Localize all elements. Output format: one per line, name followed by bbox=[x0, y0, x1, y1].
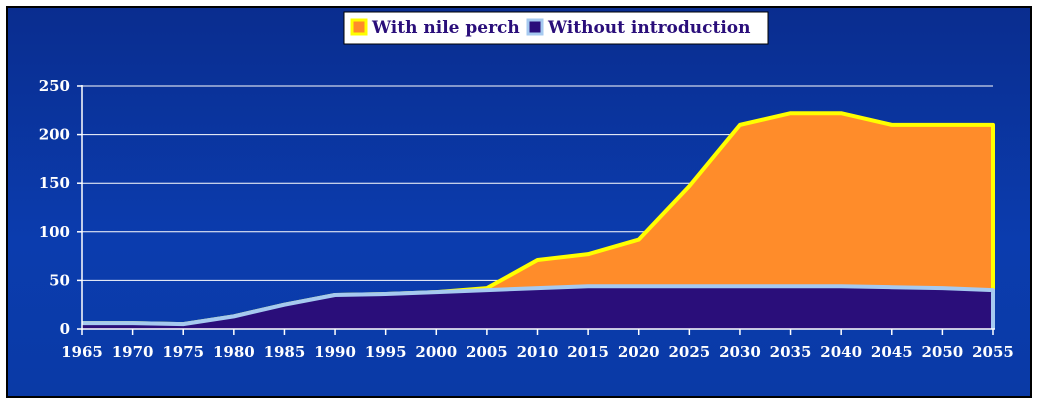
x-tick-label: 2020 bbox=[618, 343, 660, 361]
legend: With nile perch Without introduction bbox=[343, 11, 769, 45]
x-tick-label: 2010 bbox=[517, 343, 559, 361]
x-tick-label: 1975 bbox=[162, 343, 204, 361]
x-tick-label: 2045 bbox=[871, 343, 913, 361]
y-tick-labels: 0 50 100 150 200 250 bbox=[39, 77, 82, 338]
area-with-nile-perch bbox=[82, 113, 993, 329]
x-tick-label: 2025 bbox=[668, 343, 710, 361]
y-tick-label: 250 bbox=[39, 77, 70, 95]
x-tick-label: 2030 bbox=[719, 343, 761, 361]
y-tick-label: 0 bbox=[60, 320, 70, 338]
x-tick-label: 1985 bbox=[264, 343, 306, 361]
edge-without-introduction bbox=[82, 284, 995, 329]
x-tick-label: 1965 bbox=[61, 343, 103, 361]
y-tick-label: 50 bbox=[49, 271, 70, 289]
x-tick-label: 1990 bbox=[314, 343, 356, 361]
x-tick-label: 2040 bbox=[820, 343, 862, 361]
x-tick-label: 2035 bbox=[770, 343, 812, 361]
legend-box bbox=[343, 11, 769, 45]
x-tick-label: 2005 bbox=[466, 343, 508, 361]
area-without-introduction bbox=[82, 286, 993, 329]
x-tick-label: 2050 bbox=[922, 343, 964, 361]
y-tick-label: 200 bbox=[39, 126, 70, 144]
x-tick-labels: 1965 1970 1975 1980 1985 1990 1995 2000 2005 2010… bbox=[61, 329, 1014, 361]
x-tick-label: 2055 bbox=[972, 343, 1014, 361]
legend-swatch-without-introduction bbox=[526, 18, 544, 36]
legend-swatch-with-nile-perch bbox=[350, 18, 368, 36]
x-tick-label: 1970 bbox=[112, 343, 154, 361]
legend-label-without-introduction: Without introduction bbox=[547, 18, 751, 38]
x-tick-label: 1995 bbox=[365, 343, 407, 361]
legend-label-with-nile-perch: With nile perch bbox=[371, 18, 520, 38]
y-tick-label: 100 bbox=[39, 223, 70, 241]
series-areas bbox=[82, 111, 995, 329]
x-tick-label: 1980 bbox=[213, 343, 255, 361]
x-tick-label: 2015 bbox=[567, 343, 609, 361]
x-tick-label: 2000 bbox=[415, 343, 457, 361]
y-tick-label: 150 bbox=[39, 174, 70, 192]
